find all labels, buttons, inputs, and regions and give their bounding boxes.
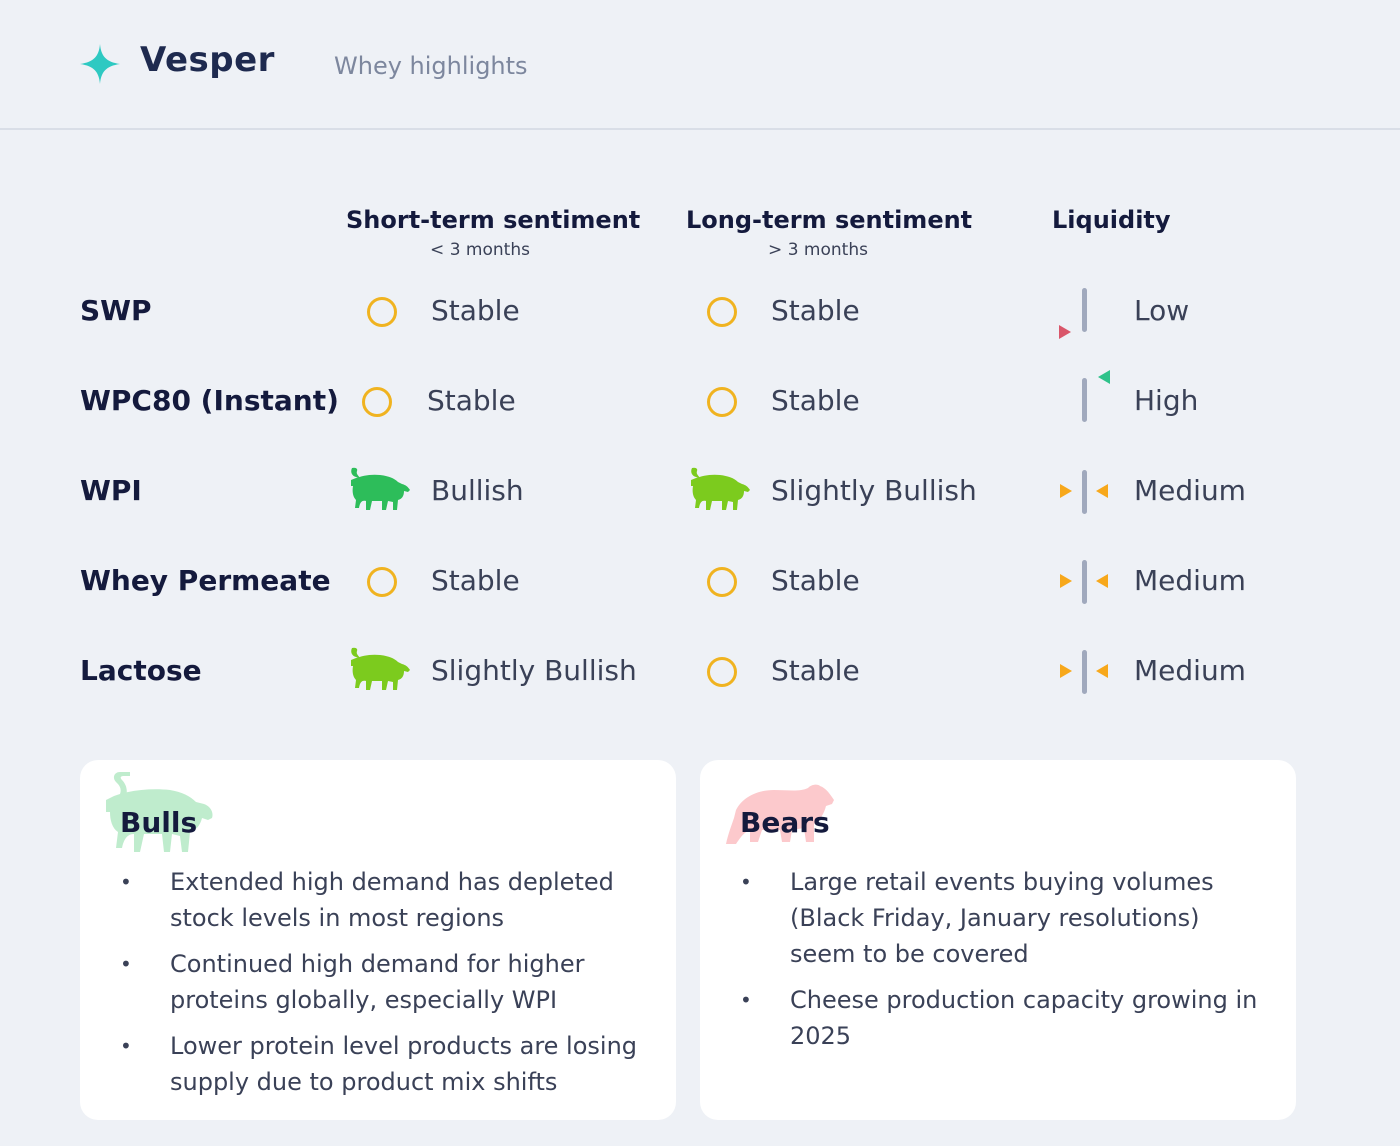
long-term-value: Stable [771, 564, 860, 597]
bears-title: Bears [740, 806, 830, 839]
app-header: Vesper Whey highlights [0, 0, 1400, 130]
liquidity-value: Medium [1134, 564, 1246, 597]
row-label-whey-permeate: Whey Permeate [80, 564, 331, 597]
liquidity-medium-icon [1060, 650, 1108, 694]
stable-circle-icon [367, 567, 397, 597]
short-term-header: Short-term sentiment < 3 months [346, 206, 641, 260]
bears-card: Bears Large retail events buying volumes… [700, 760, 1296, 1120]
bulls-list: Extended high demand has depleted stock … [120, 864, 650, 1110]
long-term-header: Long-term sentiment > 3 months [686, 206, 973, 260]
bears-list: Large retail events buying volumes (Blac… [740, 864, 1270, 1064]
short-term-subtitle: < 3 months [430, 240, 530, 260]
list-item: Extended high demand has depleted stock … [120, 864, 650, 936]
sparkle-logo-icon [80, 44, 120, 84]
liquidity-value: Low [1134, 294, 1190, 327]
liquidity-title: Liquidity [1052, 206, 1171, 234]
long-term-value: Stable [771, 294, 860, 327]
stable-circle-icon [707, 387, 737, 417]
short-term-value: Stable [431, 564, 520, 597]
long-term-value: Stable [771, 654, 860, 687]
long-term-subtitle: > 3 months [768, 240, 868, 260]
bull-icon [691, 467, 750, 510]
bulls-card: Bulls Extended high demand has depleted … [80, 760, 676, 1120]
long-term-value: Stable [771, 384, 860, 417]
short-term-value: Stable [427, 384, 516, 417]
stable-circle-icon [362, 387, 392, 417]
page-title: Whey highlights [334, 52, 528, 80]
liquidity-low-icon [1059, 288, 1087, 339]
stable-circle-icon [707, 657, 737, 687]
liquidity-value: Medium [1134, 654, 1246, 687]
row-label-wpi: WPI [80, 474, 142, 507]
short-term-value: Bullish [431, 474, 524, 507]
liquidity-medium-icon [1060, 470, 1108, 514]
stable-circle-icon [707, 567, 737, 597]
bear-icon [726, 784, 834, 844]
bulls-title: Bulls [120, 806, 198, 839]
stable-circle-icon [367, 297, 397, 327]
row-label-wpc80: WPC80 (Instant) [80, 384, 339, 417]
list-item: Cheese production capacity growing in 20… [740, 982, 1270, 1054]
row-label-swp: SWP [80, 294, 152, 327]
liquidity-medium-icon [1060, 560, 1108, 604]
stable-circle-icon [707, 297, 737, 327]
list-item: Large retail events buying volumes (Blac… [740, 864, 1270, 972]
liquidity-high-icon [1082, 370, 1110, 422]
short-term-value: Stable [431, 294, 520, 327]
short-term-title: Short-term sentiment [346, 206, 641, 234]
long-term-value: Slightly Bullish [771, 474, 977, 507]
liquidity-value: High [1134, 384, 1199, 417]
bull-icon [351, 647, 410, 690]
list-item: Continued high demand for higher protein… [120, 946, 650, 1018]
liquidity-value: Medium [1134, 474, 1246, 507]
long-term-title: Long-term sentiment [686, 206, 973, 234]
bull-icon [106, 772, 213, 852]
list-item: Lower protein level products are losing … [120, 1028, 650, 1100]
short-term-value: Slightly Bullish [431, 654, 637, 687]
bull-icon [351, 467, 410, 510]
brand-name[interactable]: Vesper [140, 40, 275, 80]
row-label-lactose: Lactose [80, 654, 202, 687]
